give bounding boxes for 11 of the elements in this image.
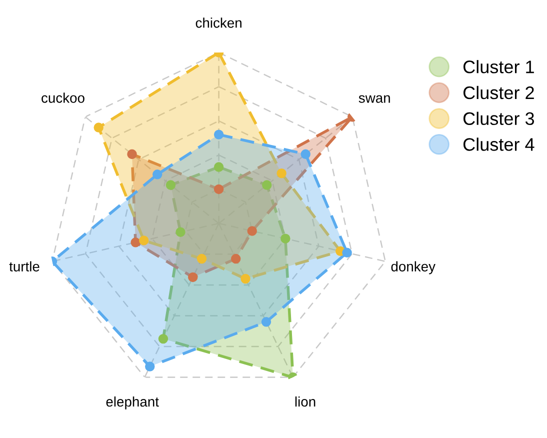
legend-label: Cluster 2 (463, 86, 534, 100)
spoke-label: donkey (391, 261, 436, 274)
legend-label: Cluster 1 (463, 60, 534, 74)
legend-label: Cluster 3 (463, 112, 534, 126)
spoke-label: elephant (106, 396, 159, 410)
spoke-label: cuckoo (42, 92, 84, 103)
spoke-label: turtle (9, 261, 40, 272)
spoke-label: chicken (196, 18, 242, 28)
spoke-label: lion (295, 396, 316, 407)
spoke-label: swan (358, 95, 390, 103)
legend-label: Cluster 4 (463, 138, 534, 151)
